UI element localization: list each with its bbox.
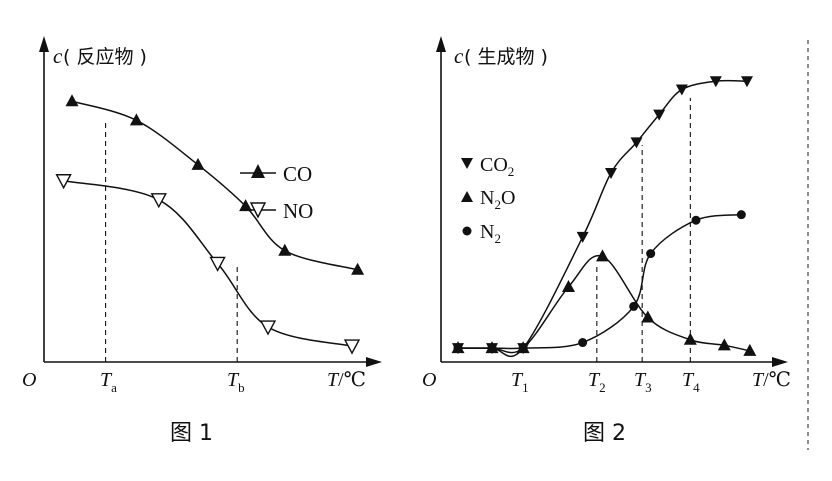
fig2-legend-n2-label: N2	[480, 221, 501, 246]
fig2-series-n2o-line	[458, 254, 750, 354]
fig2-y-label: ( 生成物 )	[464, 46, 548, 68]
fig1-series-no-point	[209, 256, 226, 272]
fig1-y-label: ( 反应物 )	[63, 46, 147, 68]
fig1-xtick-label-ta: Ta	[100, 369, 117, 395]
fig2-series-n2-point	[629, 301, 639, 311]
fig2-series-n2-point	[646, 249, 656, 259]
fig1-xtick-label-tb: Tb	[227, 369, 245, 395]
fig2-y-label-var: c	[454, 44, 464, 68]
fig2-series-n2o-point	[717, 338, 731, 351]
figure-2: c ( 生成物 ) O T1 T2 T3 T4 T/℃ 图 2 CO2 N2O …	[422, 36, 791, 446]
fig1-y-label-var: c	[53, 44, 63, 68]
fig1-series-no-point	[343, 339, 361, 355]
fig2-x-axis-arrow	[772, 357, 788, 367]
fig1-legend-co-label: CO	[283, 162, 312, 186]
fig2-legend-n2o-marker	[461, 191, 473, 202]
fig1-legend-no-label: NO	[283, 199, 313, 223]
fig1-origin-label: O	[22, 369, 36, 391]
fig2-caption: 图 2	[583, 421, 626, 446]
fig2-legend-co2-label: CO2	[480, 154, 514, 179]
fig2-series-co2-point	[653, 109, 666, 121]
fig2-plot-area	[451, 76, 757, 362]
fig2-x-label: T/℃	[752, 369, 791, 391]
fig1-series-co-point	[278, 243, 292, 256]
fig2-series-co2-point	[675, 84, 688, 96]
fig2-series-co2-point	[605, 167, 617, 179]
fig2-series-n2-point	[487, 343, 497, 353]
fig2-origin-label: O	[422, 369, 436, 391]
fig1-caption: 图 1	[170, 421, 213, 446]
fig2-legend-n2o-label: N2O	[480, 187, 515, 212]
fig2-series-n2o-point	[596, 249, 609, 262]
fig2-series-n2o-point	[641, 310, 655, 323]
fig2-series-n2o-point	[743, 343, 757, 356]
fig1-legend-co-marker	[251, 164, 265, 178]
fig2-series-n2-point	[578, 338, 588, 348]
fig1-series-no-point	[259, 320, 277, 336]
fig1-series-co-line	[71, 100, 358, 271]
figure-1: c ( 反应物 ) O Ta Tb T/℃ 图 1 CO NO	[22, 36, 382, 446]
fig2-series-n2-point	[691, 215, 701, 225]
fig2-legend-n2-marker	[462, 226, 472, 236]
fig2-legend-co2-marker	[461, 158, 473, 169]
fig1-legend: CO NO	[240, 162, 313, 223]
fig2-series-co2-line	[458, 79, 748, 357]
fig1-y-axis-arrow	[39, 36, 49, 52]
fig1-series-co-point	[351, 262, 365, 275]
fig2-series-n2-point	[453, 343, 463, 353]
fig1-series-no-point	[150, 193, 167, 209]
fig2-xtick-label-t1: T1	[511, 369, 529, 395]
fig2-series-n2-point	[518, 343, 528, 353]
fig2-legend: CO2 N2O N2	[461, 154, 515, 246]
fig2-xtick-label-t4: T4	[682, 369, 700, 395]
fig2-series-co2-point	[630, 137, 643, 149]
fig2-y-axis-arrow	[436, 36, 446, 52]
fig1-series-co-point	[65, 94, 79, 107]
fig1-x-label: T/℃	[327, 369, 366, 391]
fig2-series-co2-point	[576, 231, 589, 243]
fig2-xtick-label-t3: T3	[634, 369, 652, 395]
fig1-series-co-point	[129, 113, 143, 126]
fig1-series-no-point	[55, 174, 72, 190]
fig1-x-axis-arrow	[366, 357, 382, 367]
fig1-series-co-point	[191, 157, 205, 170]
fig2-series-n2o-point	[683, 332, 697, 345]
fig1-series-co-point	[239, 199, 253, 212]
fig2-series-n2o-point	[562, 279, 575, 292]
fig2-series-co2-point	[741, 76, 753, 88]
fig2-series-n2-point	[736, 210, 746, 220]
fig1-legend-no-marker	[249, 202, 267, 219]
fig2-xtick-label-t2: T2	[588, 369, 606, 395]
fig1-plot-area	[55, 94, 365, 362]
fig2-series-co2-point	[709, 76, 722, 88]
